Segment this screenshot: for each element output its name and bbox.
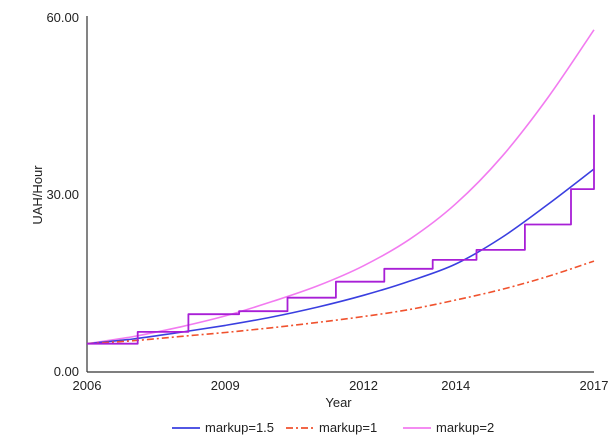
series-line-markup-1-5 — [86, 168, 595, 345]
x-tick-label: 2017 — [580, 378, 609, 393]
legend-label: markup=1 — [319, 420, 377, 435]
y-tick-label: 60.00 — [46, 10, 79, 25]
axes — [86, 16, 594, 373]
y-tick-label: 0.00 — [54, 364, 79, 379]
y-axis-title: UAH/Hour — [30, 165, 45, 225]
legend-label: markup=1.5 — [205, 420, 274, 435]
legend-label: markup=2 — [436, 420, 494, 435]
tick-labels: 0.00 30.00 60.00 2006 2009 2012 2014 2017 — [46, 10, 608, 393]
series-layer — [86, 29, 595, 345]
x-tick-label: 2006 — [73, 378, 102, 393]
y-tick-label: 30.00 — [46, 187, 79, 202]
legend: markup=1.5 markup=1 markup=2 — [172, 420, 494, 435]
x-axis-title: Year — [325, 395, 352, 410]
x-tick-label: 2009 — [211, 378, 240, 393]
series-line-markup-1 — [86, 260, 595, 345]
x-tick-label: 2012 — [349, 378, 378, 393]
x-tick-label: 2014 — [441, 378, 470, 393]
series-line-markup-2 — [86, 29, 595, 345]
series-line-step — [87, 114, 595, 345]
